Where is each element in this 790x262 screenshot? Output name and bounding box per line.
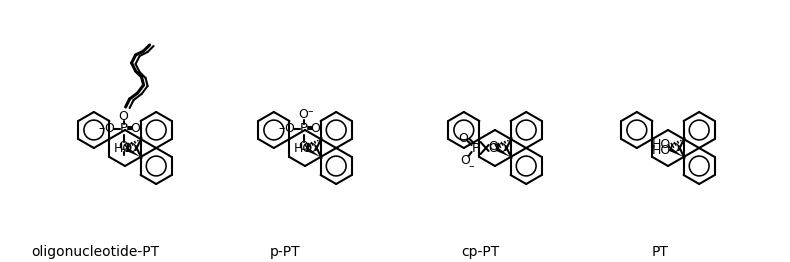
Text: O: O (306, 141, 316, 155)
Text: O: O (459, 132, 468, 145)
Text: PT: PT (652, 245, 668, 259)
Text: p-PT: p-PT (269, 245, 300, 259)
Text: O: O (310, 123, 321, 135)
Text: O: O (299, 140, 309, 154)
Polygon shape (126, 147, 141, 157)
Polygon shape (306, 147, 321, 157)
Text: HO: HO (114, 143, 134, 156)
Text: P: P (299, 123, 307, 135)
Text: O: O (489, 143, 498, 156)
Text: HO: HO (652, 139, 672, 151)
Text: –: – (308, 106, 314, 116)
Text: O: O (669, 141, 679, 155)
Text: O: O (104, 123, 115, 135)
Text: O: O (130, 123, 141, 135)
Text: –: – (468, 161, 475, 171)
Text: O: O (284, 123, 295, 135)
Polygon shape (495, 147, 510, 157)
Text: oligonucleotide-PT: oligonucleotide-PT (31, 245, 159, 259)
Text: O: O (489, 140, 498, 154)
Text: O: O (496, 141, 506, 155)
Text: O: O (461, 154, 471, 166)
Text: P: P (119, 123, 128, 135)
Text: HO: HO (652, 145, 672, 157)
Text: –: – (278, 123, 284, 135)
Text: O: O (126, 141, 136, 155)
Text: cp-PT: cp-PT (461, 245, 499, 259)
Polygon shape (668, 147, 683, 157)
Text: O: O (118, 111, 129, 123)
Text: –: – (99, 123, 105, 135)
Text: O: O (299, 108, 309, 122)
Text: P: P (472, 141, 480, 155)
Text: O: O (118, 140, 129, 154)
Text: HO: HO (294, 143, 313, 156)
